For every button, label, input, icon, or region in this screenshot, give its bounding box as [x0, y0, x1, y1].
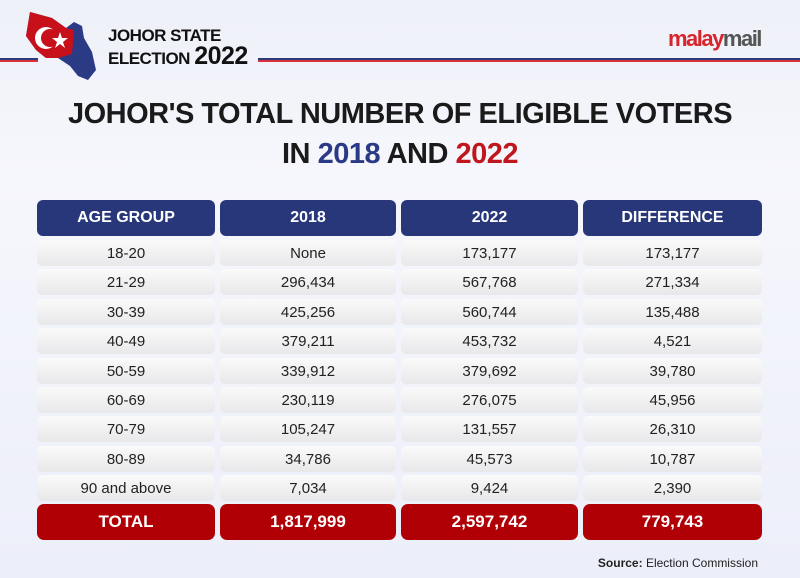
page-title-line1: JOHOR'S TOTAL NUMBER OF ELIGIBLE VOTERS	[10, 96, 790, 132]
title-in: IN	[282, 138, 311, 170]
row-label: 70-79	[37, 416, 215, 442]
table-cell: 26,310	[583, 416, 762, 442]
title-and: AND	[386, 138, 449, 170]
row-label: 60-69	[37, 387, 215, 413]
table-cell: 425,256	[220, 299, 396, 325]
brand-line1: JOHOR STATE	[108, 26, 221, 45]
column-header: 2018	[220, 200, 396, 236]
column-header: 2022	[401, 200, 578, 236]
source-note: Source: Election Commission	[598, 556, 758, 570]
logo-part2: mail	[722, 26, 763, 51]
row-label: 30-39	[37, 299, 215, 325]
table-cell: 560,744	[401, 299, 578, 325]
header-rule-right	[258, 58, 800, 62]
brand-line2: ELECTION	[108, 49, 190, 68]
table-cell: 296,434	[220, 269, 396, 295]
table-cell: 34,786	[220, 446, 396, 472]
table-cell: 9,424	[401, 475, 578, 501]
row-label: 50-59	[37, 358, 215, 384]
table-cell: 276,075	[401, 387, 578, 413]
table-cell: 379,211	[220, 328, 396, 354]
brand-year: 2022	[194, 42, 248, 70]
table-cell: 131,557	[401, 416, 578, 442]
table-cell: 7,034	[220, 475, 396, 501]
table-cell: 10,787	[583, 446, 762, 472]
source-text: Election Commission	[645, 556, 758, 570]
row-label: 18-20	[37, 240, 215, 266]
total-cell: 779,743	[583, 504, 762, 540]
total-cell: 2,597,742	[401, 504, 578, 540]
table-cell: 379,692	[401, 358, 578, 384]
column-header: AGE GROUP	[37, 200, 215, 236]
table-cell: 567,768	[401, 269, 578, 295]
table-cell: 45,956	[583, 387, 762, 413]
table-cell: 135,488	[583, 299, 762, 325]
row-label: 40-49	[37, 328, 215, 354]
table-cell: 2,390	[583, 475, 762, 501]
source-label: Source:	[597, 556, 643, 570]
title-year-2022: 2022	[455, 138, 518, 170]
table-cell: 271,334	[583, 269, 762, 295]
total-label: TOTAL	[37, 504, 215, 540]
page-title-line2: IN 2018 AND 2022	[10, 136, 790, 172]
header-rule-left	[0, 58, 38, 62]
table-cell: 339,912	[220, 358, 396, 384]
johor-map-flag-logo	[26, 12, 96, 80]
table-cell: 105,247	[220, 416, 396, 442]
title-year-2018: 2018	[317, 138, 381, 170]
row-label: 21-29	[37, 269, 215, 295]
row-label: 90 and above	[37, 475, 215, 501]
malaymail-logo: malaymail	[668, 26, 763, 52]
table-cell: 173,177	[401, 240, 578, 266]
table-cell: None	[220, 240, 396, 266]
total-cell: 1,817,999	[220, 504, 396, 540]
column-header: DIFFERENCE	[583, 200, 762, 236]
table-cell: 173,177	[583, 240, 762, 266]
table-cell: 45,573	[401, 446, 578, 472]
title-line1-text: JOHOR'S TOTAL NUMBER OF ELIGIBLE VOTERS	[67, 98, 733, 130]
election-brand: JOHOR STATE ELECTION 2022	[108, 26, 248, 69]
table-cell: 4,521	[583, 328, 762, 354]
table-cell: 230,119	[220, 387, 396, 413]
table-cell: 39,780	[583, 358, 762, 384]
logo-part1: malay	[668, 26, 724, 51]
row-label: 80-89	[37, 446, 215, 472]
table-cell: 453,732	[401, 328, 578, 354]
